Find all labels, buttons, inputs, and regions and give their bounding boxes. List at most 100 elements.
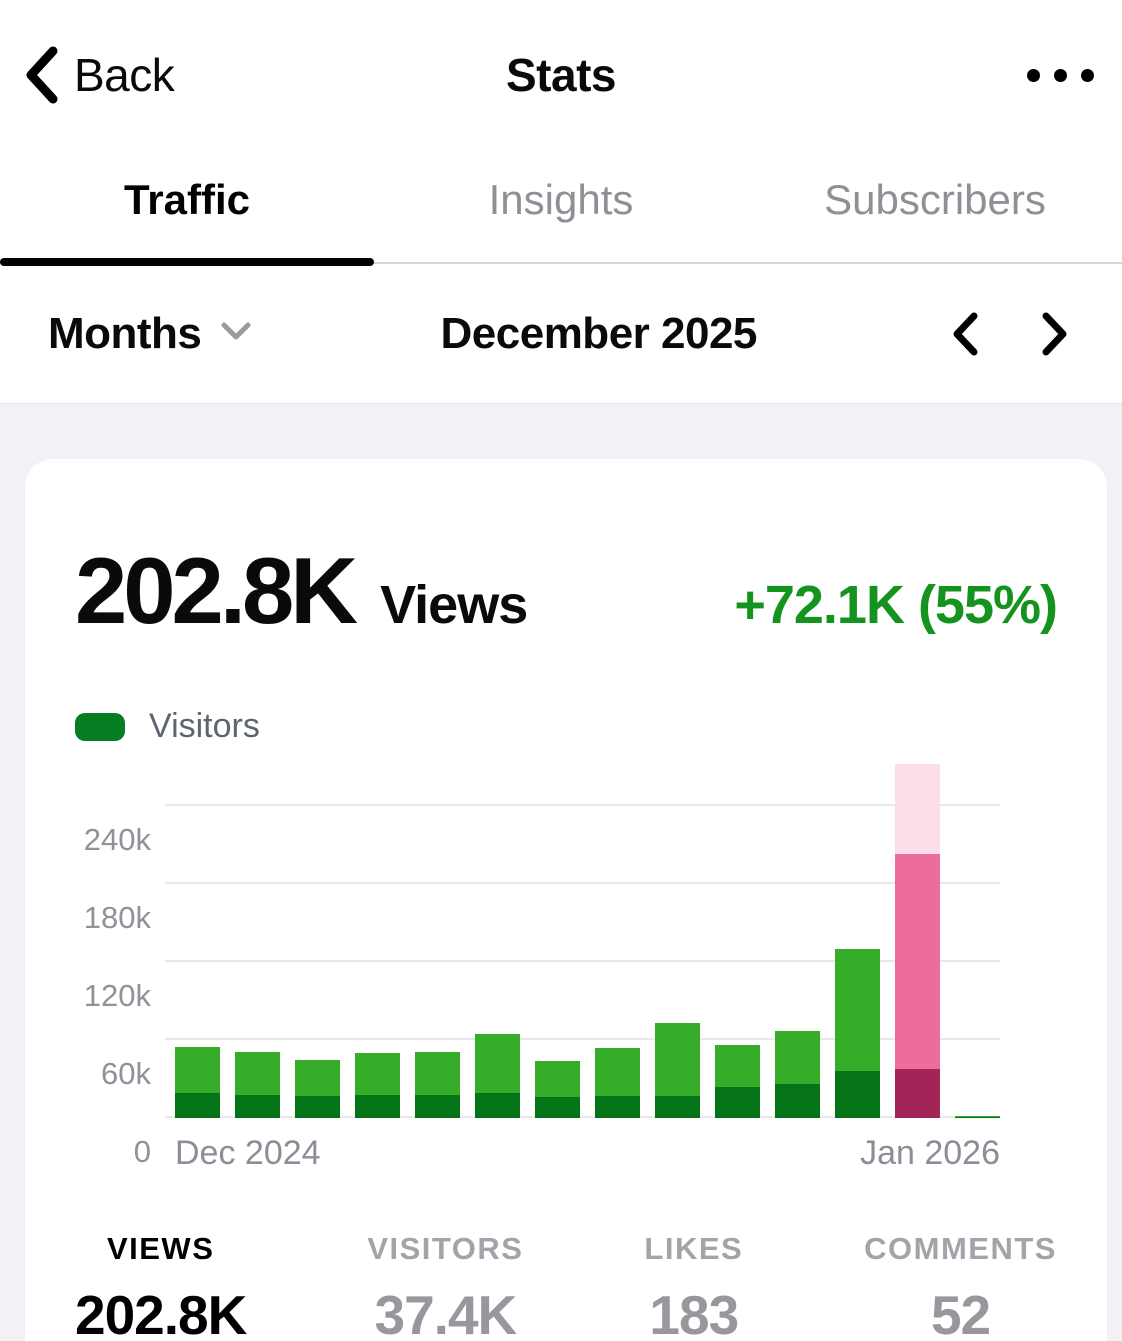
views-segment: [955, 1116, 1000, 1118]
gridline-0: 0: [134, 1116, 1000, 1169]
metric-label: VISITORS: [367, 1231, 524, 1266]
metric-value: 52: [930, 1284, 991, 1341]
metric-visitors[interactable]: VISITORS 37.4K: [367, 1231, 523, 1341]
metric-label: COMMENTS: [864, 1231, 1057, 1266]
period-bar: Months December 2025: [0, 264, 1122, 404]
visitors-segment: [295, 1095, 340, 1118]
visitors-segment: [475, 1093, 520, 1118]
more-button[interactable]: [1023, 59, 1098, 92]
visitors-segment: [355, 1094, 400, 1118]
chevron-down-icon: [221, 321, 251, 346]
ellipsis-icon: [1081, 68, 1094, 82]
metric-comments[interactable]: COMMENTS 52: [864, 1231, 1057, 1341]
views-segment: [355, 1053, 400, 1095]
back-label: Back: [74, 49, 175, 101]
main-content: 202.8K Views +72.1K (55%) Visitors 0 60k 1…: [0, 404, 1122, 1341]
bar-mar-2025[interactable]: [355, 1053, 400, 1118]
traffic-chart: 0 60k 120k 180k 240k Dec 2024 Jan 2026: [75, 756, 1057, 1173]
header: Back Stats Traffic Insights Subscribers Mo…: [0, 0, 1122, 404]
bar-dec-2025[interactable]: [895, 764, 940, 1118]
visitors-segment: [955, 1117, 1000, 1118]
previous-period-button[interactable]: [946, 306, 984, 362]
gridline-60k: 60k: [101, 1038, 1000, 1091]
bar-jun-2025[interactable]: [535, 1060, 580, 1118]
bar-jan-2025[interactable]: [235, 1051, 280, 1118]
tab-subscribers[interactable]: Subscribers: [824, 176, 1046, 223]
visitors-segment: [415, 1094, 460, 1118]
views-segment: [835, 949, 880, 1072]
metric-value: 37.4K: [374, 1284, 518, 1341]
views-segment: [655, 1023, 700, 1096]
y-tick-label: 120k: [83, 978, 151, 1013]
nav-bar: Back Stats: [0, 0, 1122, 150]
bars-container: [165, 756, 1000, 1118]
bar-may-2025[interactable]: [475, 1033, 520, 1118]
y-tick-label: 0: [133, 1134, 151, 1169]
y-tick-label: 60k: [101, 1056, 151, 1091]
next-period-button[interactable]: [1036, 306, 1074, 362]
views-segment: [235, 1051, 280, 1095]
views-segment: [595, 1047, 640, 1096]
visitors-segment: [895, 1069, 940, 1118]
visitors-legend-label: Visitors: [149, 707, 260, 745]
visitors-segment: [715, 1086, 760, 1118]
visitors-segment: [655, 1095, 700, 1118]
projected-views-segment: [895, 764, 940, 855]
bar-jan-2026[interactable]: [955, 1116, 1000, 1118]
visitors-segment: [175, 1093, 220, 1118]
metric-label: LIKES: [644, 1231, 744, 1266]
visitors-segment: [535, 1097, 580, 1118]
chart-legend: Visitors: [75, 707, 1057, 746]
tab-traffic[interactable]: Traffic: [0, 150, 374, 266]
tab-insights[interactable]: Insights: [488, 176, 634, 223]
views-segment: [895, 854, 940, 1070]
bar-oct-2025[interactable]: [775, 1030, 820, 1118]
views-total: 202.8K: [75, 538, 358, 643]
views-unit-label: Views: [380, 575, 528, 635]
views-segment: [295, 1059, 340, 1096]
visitors-segment: [835, 1071, 880, 1118]
bar-apr-2025[interactable]: [415, 1051, 460, 1118]
granularity-dropdown[interactable]: Months: [48, 309, 251, 359]
ellipsis-icon: [1027, 68, 1040, 82]
tab-bar: Traffic Insights Subscribers: [0, 150, 1122, 266]
bar-aug-2025[interactable]: [655, 1023, 700, 1118]
metric-label: VIEWS: [106, 1231, 215, 1266]
bar-sep-2025[interactable]: [715, 1045, 760, 1118]
metrics-row: VIEWS 202.8K VISITORS 37.4K LIKES 183 COMMENTS…: [75, 1231, 1057, 1341]
chart-plot: 0 60k 120k 180k 240k: [84, 756, 1000, 1169]
views-segment: [175, 1046, 220, 1094]
y-tick-label: 240k: [83, 822, 151, 857]
gridline-120k: 120k: [84, 960, 1000, 1013]
views-segment: [715, 1045, 760, 1087]
visitors-segment: [775, 1084, 820, 1118]
back-button[interactable]: Back: [24, 46, 175, 104]
bar-feb-2025[interactable]: [295, 1059, 340, 1118]
chart-x-axis: Dec 2024 Jan 2026: [175, 1134, 1000, 1173]
granularity-label: Months: [48, 308, 202, 358]
visitors-segment: [235, 1094, 280, 1118]
visitors-segment: [595, 1095, 640, 1118]
metric-views[interactable]: VIEWS 202.8K: [75, 1231, 247, 1341]
gridline-180k: 180k: [84, 882, 1000, 935]
bar-nov-2025[interactable]: [835, 949, 880, 1118]
y-tick-label: 180k: [83, 900, 151, 935]
visitors-legend-swatch: [75, 712, 125, 741]
ellipsis-icon: [1054, 68, 1067, 82]
metric-value: 183: [649, 1284, 739, 1341]
bar-dec-2024[interactable]: [175, 1046, 220, 1118]
views-segment: [535, 1060, 580, 1098]
chevron-left-icon: [24, 46, 58, 104]
x-axis-left-label: Dec 2024: [175, 1134, 321, 1172]
metric-likes[interactable]: LIKES 183: [644, 1231, 743, 1341]
views-segment: [475, 1033, 520, 1094]
views-delta: +72.1K (55%): [734, 575, 1058, 635]
metric-value: 202.8K: [75, 1284, 247, 1341]
views-segment: [775, 1030, 820, 1085]
period-label: December 2025: [440, 308, 758, 358]
bar-jul-2025[interactable]: [595, 1047, 640, 1118]
summary-row: 202.8K Views +72.1K (55%): [75, 537, 1058, 645]
traffic-card: 202.8K Views +72.1K (55%) Visitors 0 60k 1…: [25, 459, 1107, 1341]
views-segment: [415, 1051, 460, 1095]
x-axis-right-label: Jan 2026: [860, 1134, 1000, 1172]
